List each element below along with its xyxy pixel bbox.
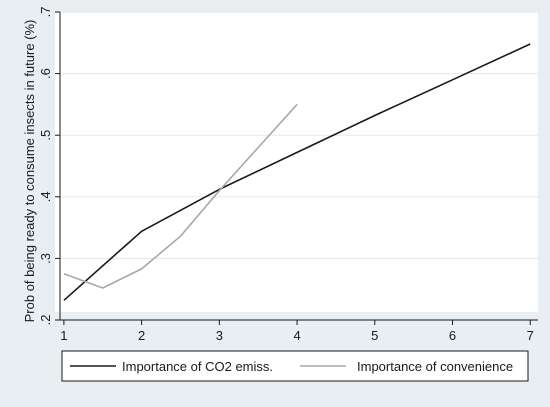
y-tick-label: .6: [38, 68, 53, 79]
x-tick-label: 5: [371, 328, 378, 343]
x-tick-label: 2: [138, 328, 145, 343]
x-tick-label: 1: [60, 328, 67, 343]
x-tick-label: 3: [216, 328, 223, 343]
legend-box: [61, 350, 529, 382]
x-tick-label: 7: [527, 328, 534, 343]
series-line-1: [63, 43, 531, 301]
legend-label: Importance of CO2 emiss.: [122, 359, 273, 374]
y-tick-label: .2: [38, 315, 53, 326]
y-axis-label: Prob of being ready to consume insects i…: [22, 20, 37, 323]
y-tick-label: .5: [38, 130, 53, 141]
plot-background: [55, 12, 538, 312]
y-axis-ticks: .2 .3 .4 .5 .6 .7: [38, 7, 60, 326]
x-axis-ticks: 1 2 3 4 5 6 7: [60, 320, 534, 343]
y-tick-label: .7: [38, 7, 53, 18]
y-tick-label: .4: [38, 191, 53, 202]
legend-label: Importance of convenience: [357, 359, 513, 374]
series-lines: [63, 43, 531, 301]
x-tick-label: 6: [449, 328, 456, 343]
series-line-2: [63, 103, 298, 289]
x-tick-label: 4: [293, 328, 300, 343]
legend: Importance of CO2 emiss. Importance of co…: [70, 359, 513, 374]
y-tick-label: .3: [38, 253, 53, 264]
